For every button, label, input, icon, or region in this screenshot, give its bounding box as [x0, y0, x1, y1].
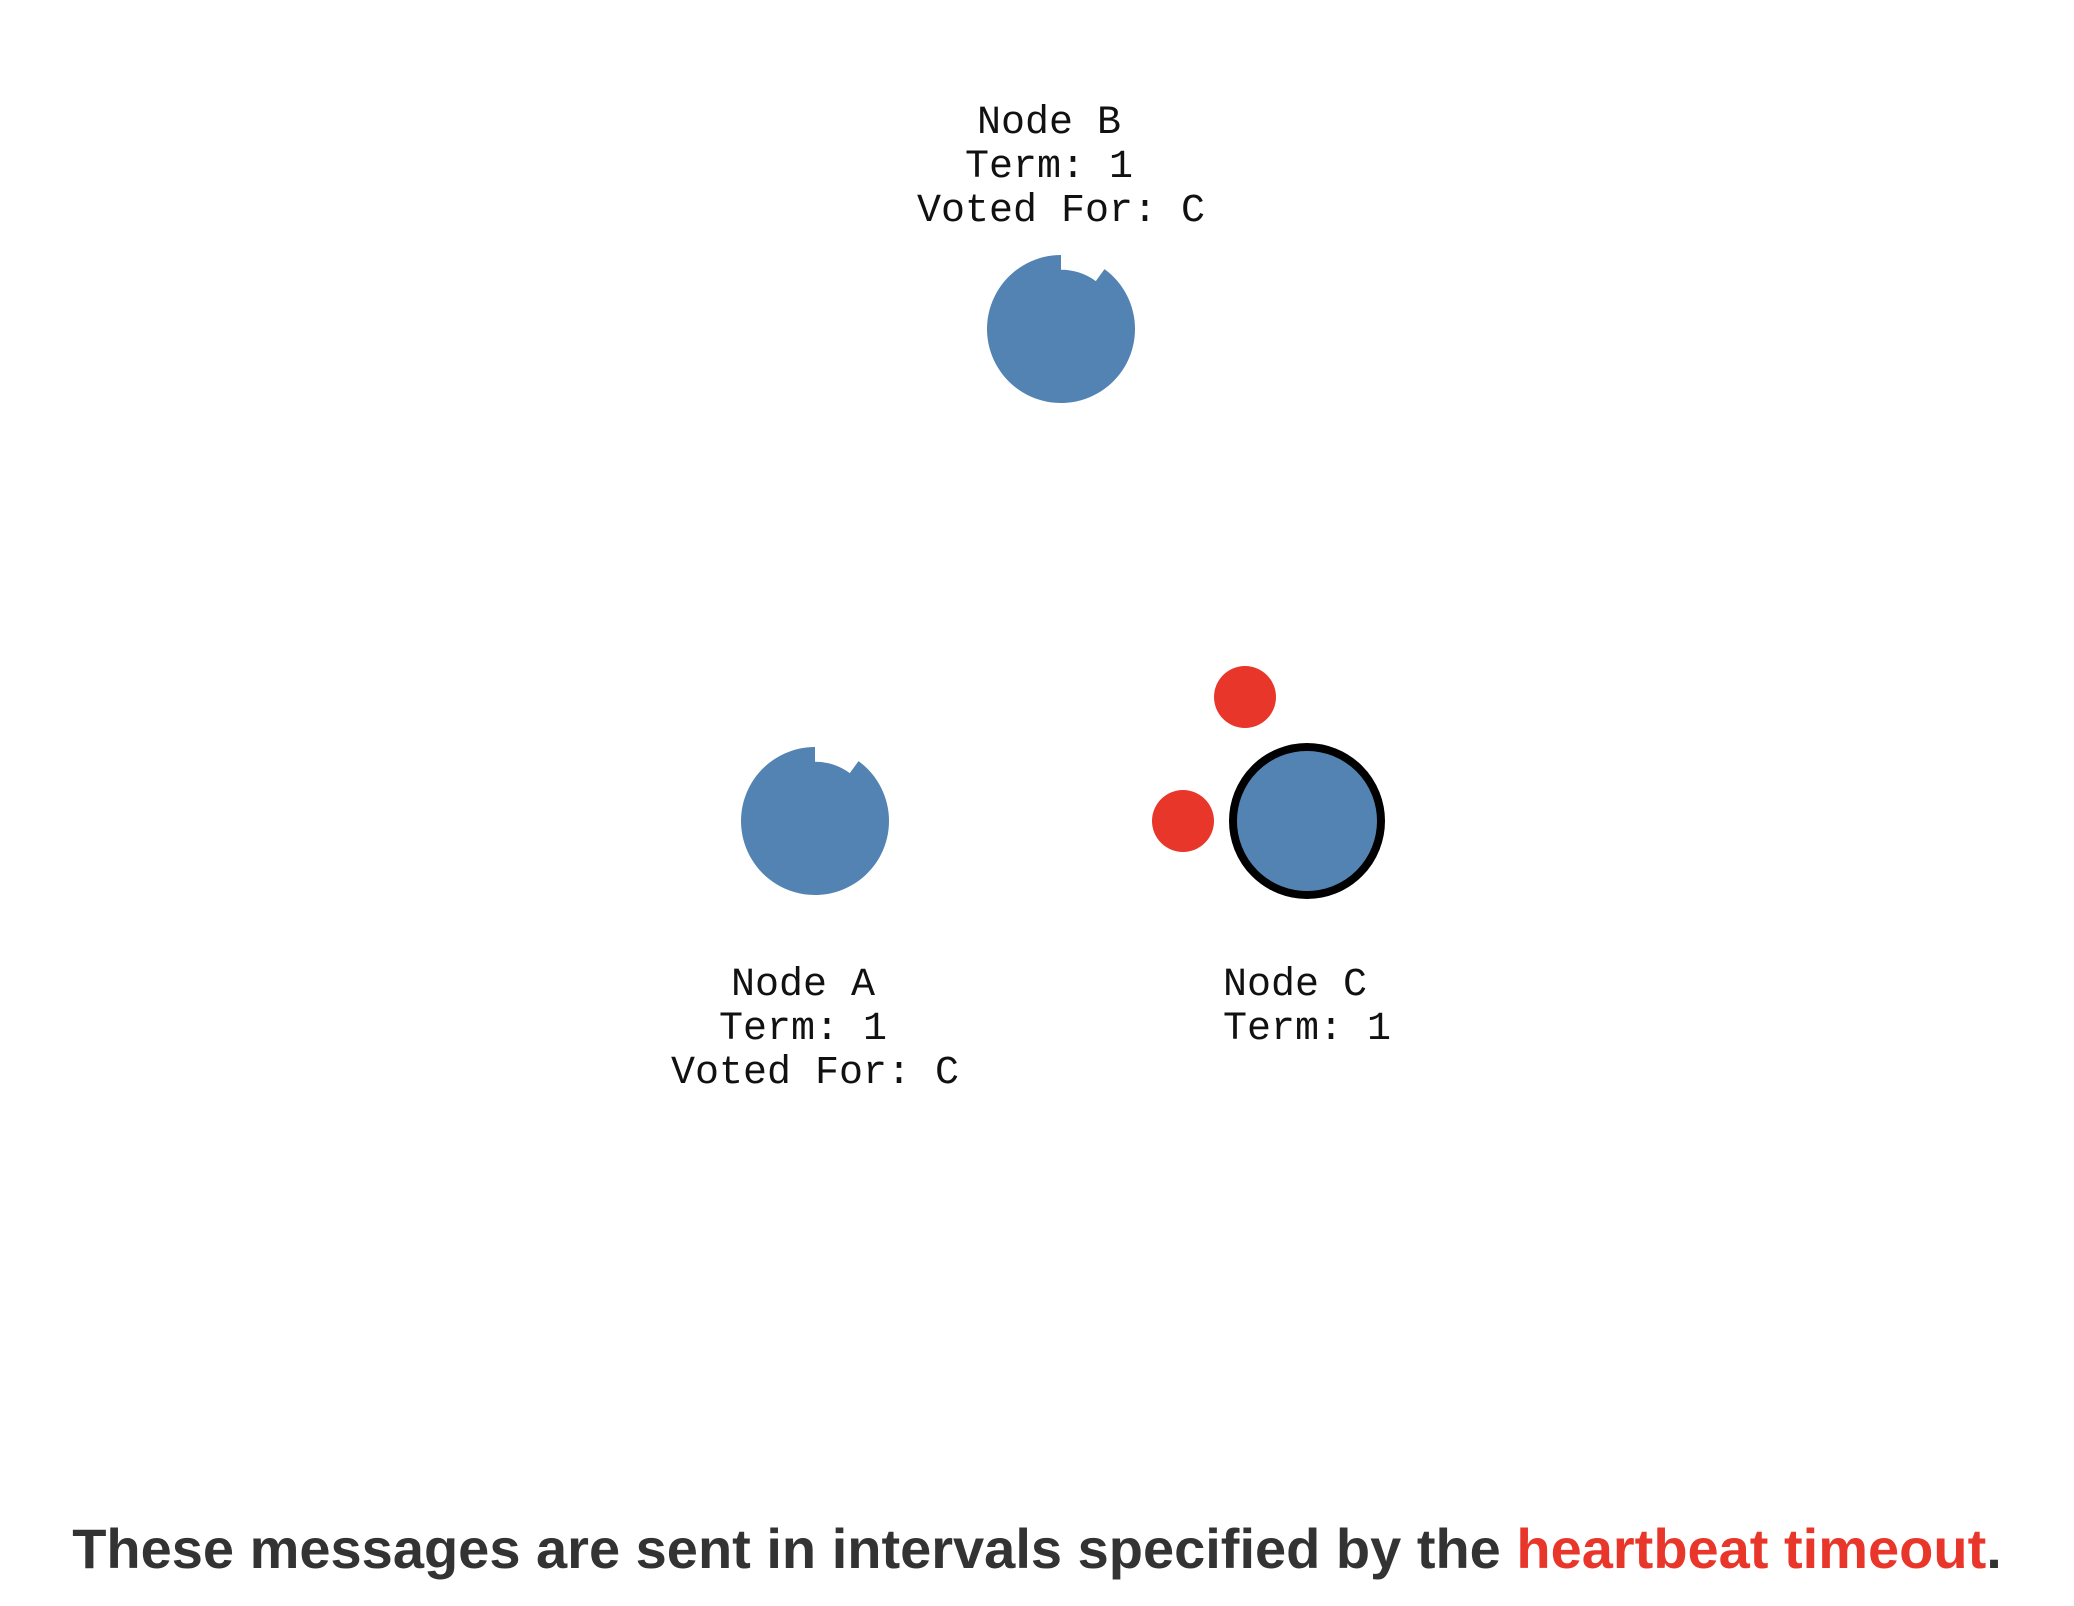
node-c[interactable]: Node C Term: 1: [1223, 743, 1391, 1052]
node-c-term: Term: 1: [1223, 1007, 1391, 1052]
node-c-label: Node C Term: 1: [1223, 963, 1391, 1052]
caption-text: These messages are sent in intervals spe…: [72, 1517, 1517, 1580]
node-b-circle[interactable]: [987, 255, 1136, 403]
heartbeat-message-to-a: [1152, 790, 1214, 852]
heartbeat-message-to-b: [1214, 666, 1276, 728]
caption-period: .: [1986, 1517, 2002, 1580]
caption: These messages are sent in intervals spe…: [0, 1515, 2074, 1582]
caption-highlight-heartbeat-timeout: heartbeat timeout: [1516, 1517, 1987, 1580]
node-b-voted-for: Voted For: C: [917, 189, 1205, 234]
node-a-voted-for: Voted For: C: [671, 1051, 959, 1096]
node-a-name: Node A: [731, 963, 875, 1008]
node-a-term: Term: 1: [719, 1007, 887, 1052]
node-c-name: Node C: [1223, 963, 1367, 1008]
node-b-label: Node B Term: 1 Voted For: C: [917, 101, 1205, 234]
node-b-name: Node B: [977, 101, 1121, 146]
node-b-term: Term: 1: [965, 145, 1133, 190]
node-b[interactable]: Node B Term: 1 Voted For: C: [917, 101, 1205, 403]
node-a-circle[interactable]: [741, 747, 890, 895]
node-a-label: Node A Term: 1 Voted For: C: [671, 963, 959, 1096]
node-a[interactable]: Node A Term: 1 Voted For: C: [671, 747, 959, 1096]
node-c-leader-circle[interactable]: [1229, 743, 1385, 899]
